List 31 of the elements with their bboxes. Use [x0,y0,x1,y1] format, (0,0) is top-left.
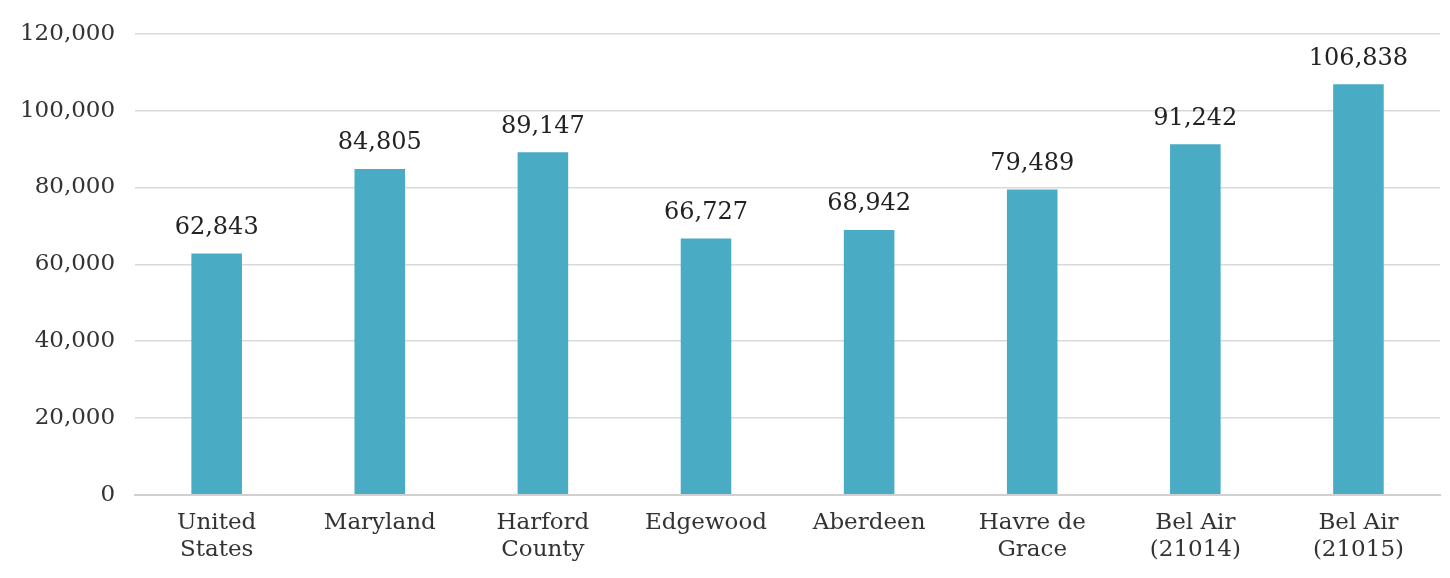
y-tick-label: 100,000 [19,95,116,122]
y-tick-label: 60,000 [34,249,116,276]
x-tick-label: Bel Air (21015) [1312,507,1405,562]
x-tick-label: Havre de Grace [978,507,1086,562]
x-tick-label: Bel Air (21014) [1149,507,1241,562]
bar [517,152,569,495]
data-label: 66,727 [664,196,748,225]
bar [354,169,406,495]
data-label: 106,838 [1308,42,1409,71]
data-label: 91,242 [1153,102,1238,131]
x-tick-label: Harford County [496,507,590,562]
x-tick-label: United States [177,507,257,562]
data-label: 62,843 [174,211,259,240]
y-tick-label: 120,000 [19,18,116,45]
data-label: 68,942 [827,188,912,217]
y-tick-label: 0 [100,479,116,506]
bar [1170,144,1221,495]
bar [1006,189,1058,495]
y-tick-label: 80,000 [34,172,116,199]
data-label: 89,147 [500,110,585,139]
x-tick-label: Aberdeen [811,507,926,534]
x-tick-label: Edgewood [645,507,768,534]
y-tick-label: 20,000 [34,402,116,429]
bar [1333,84,1384,495]
y-tick-label: 40,000 [34,326,116,353]
data-label: 79,489 [990,147,1075,176]
data-label: 84,805 [337,127,422,156]
bar [680,238,732,495]
x-tick-label: Maryland [323,507,436,534]
bar [191,253,242,495]
bar [843,229,895,495]
